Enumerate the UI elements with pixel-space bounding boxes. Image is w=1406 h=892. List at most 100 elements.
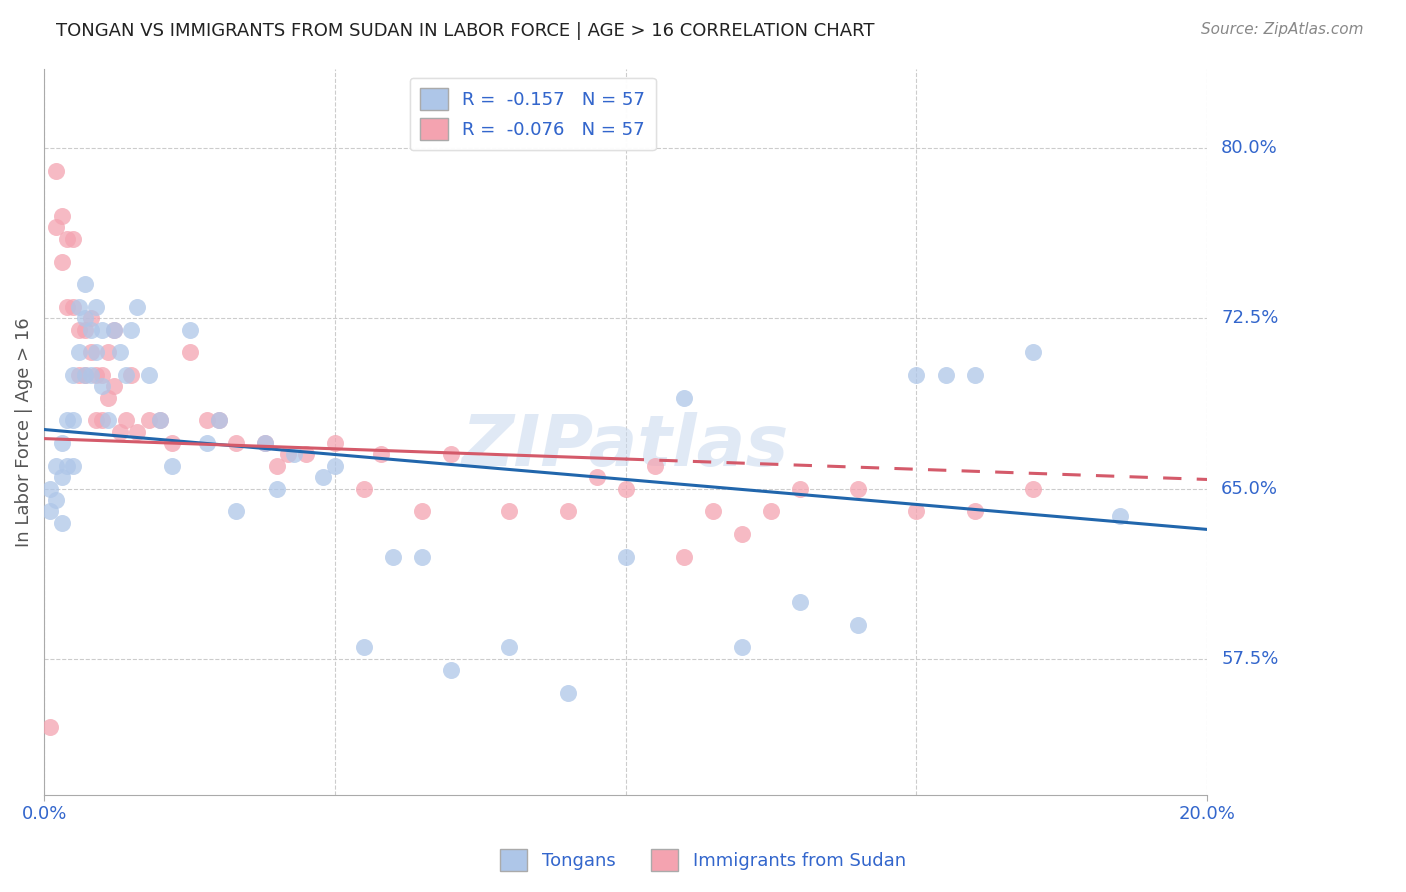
Text: Source: ZipAtlas.com: Source: ZipAtlas.com	[1201, 22, 1364, 37]
Point	[295, 448, 318, 462]
Legend: Tongans, Immigrants from Sudan: Tongans, Immigrants from Sudan	[492, 842, 914, 879]
Point	[789, 482, 811, 496]
Point	[45, 163, 67, 178]
Point	[138, 368, 160, 382]
Point	[62, 232, 84, 246]
Point	[225, 436, 247, 450]
Point	[91, 368, 114, 382]
Point	[56, 232, 79, 246]
Point	[79, 323, 101, 337]
Point	[56, 413, 79, 427]
Point	[672, 549, 695, 564]
Point	[127, 300, 149, 314]
Point	[846, 482, 869, 496]
Point	[138, 413, 160, 427]
Point	[411, 504, 433, 518]
Point	[91, 379, 114, 393]
Point	[45, 220, 67, 235]
Point	[557, 504, 579, 518]
Point	[1022, 345, 1045, 359]
Point	[67, 345, 90, 359]
Point	[114, 368, 136, 382]
Point	[266, 482, 288, 496]
Point	[86, 345, 108, 359]
Point	[382, 549, 405, 564]
Point	[39, 504, 62, 518]
Point	[440, 663, 463, 677]
Point	[73, 311, 96, 326]
Point	[702, 504, 724, 518]
Point	[614, 549, 637, 564]
Point	[759, 504, 782, 518]
Point	[254, 436, 277, 450]
Point	[62, 458, 84, 473]
Point	[1109, 508, 1132, 523]
Text: 65.0%: 65.0%	[1222, 480, 1278, 498]
Point	[1022, 482, 1045, 496]
Point	[45, 458, 67, 473]
Point	[103, 379, 125, 393]
Point	[195, 413, 218, 427]
Point	[207, 413, 229, 427]
Point	[277, 448, 299, 462]
Point	[149, 413, 172, 427]
Point	[62, 413, 84, 427]
Point	[312, 470, 335, 484]
Point	[51, 470, 73, 484]
Point	[120, 368, 142, 382]
Point	[323, 458, 346, 473]
Point	[56, 458, 79, 473]
Point	[160, 436, 183, 450]
Point	[67, 323, 90, 337]
Point	[86, 413, 108, 427]
Point	[103, 323, 125, 337]
Point	[731, 527, 754, 541]
Point	[73, 277, 96, 292]
Point	[179, 345, 201, 359]
Text: ZIPatlas: ZIPatlas	[463, 412, 789, 481]
Point	[370, 448, 392, 462]
Point	[51, 209, 73, 223]
Point	[62, 300, 84, 314]
Point	[51, 516, 73, 530]
Point	[672, 391, 695, 405]
Point	[323, 436, 346, 450]
Text: TONGAN VS IMMIGRANTS FROM SUDAN IN LABOR FORCE | AGE > 16 CORRELATION CHART: TONGAN VS IMMIGRANTS FROM SUDAN IN LABOR…	[56, 22, 875, 40]
Point	[62, 368, 84, 382]
Text: 80.0%: 80.0%	[1222, 139, 1278, 157]
Point	[905, 368, 928, 382]
Point	[283, 448, 305, 462]
Point	[731, 640, 754, 655]
Point	[120, 323, 142, 337]
Point	[91, 323, 114, 337]
Point	[97, 413, 120, 427]
Point	[51, 436, 73, 450]
Point	[905, 504, 928, 518]
Point	[86, 368, 108, 382]
Point	[39, 482, 62, 496]
Point	[846, 617, 869, 632]
Point	[935, 368, 957, 382]
Point	[45, 492, 67, 507]
Point	[73, 323, 96, 337]
Text: 57.5%: 57.5%	[1222, 650, 1278, 668]
Point	[644, 458, 666, 473]
Point	[79, 311, 101, 326]
Point	[114, 413, 136, 427]
Point	[195, 436, 218, 450]
Point	[67, 368, 90, 382]
Point	[963, 368, 986, 382]
Point	[86, 300, 108, 314]
Point	[789, 595, 811, 609]
Legend: R =  -0.157   N = 57, R =  -0.076   N = 57: R = -0.157 N = 57, R = -0.076 N = 57	[409, 78, 655, 151]
Point	[79, 345, 101, 359]
Point	[91, 413, 114, 427]
Point	[225, 504, 247, 518]
Point	[498, 640, 520, 655]
Point	[440, 448, 463, 462]
Point	[160, 458, 183, 473]
Point	[103, 323, 125, 337]
Point	[149, 413, 172, 427]
Point	[79, 368, 101, 382]
Point	[207, 413, 229, 427]
